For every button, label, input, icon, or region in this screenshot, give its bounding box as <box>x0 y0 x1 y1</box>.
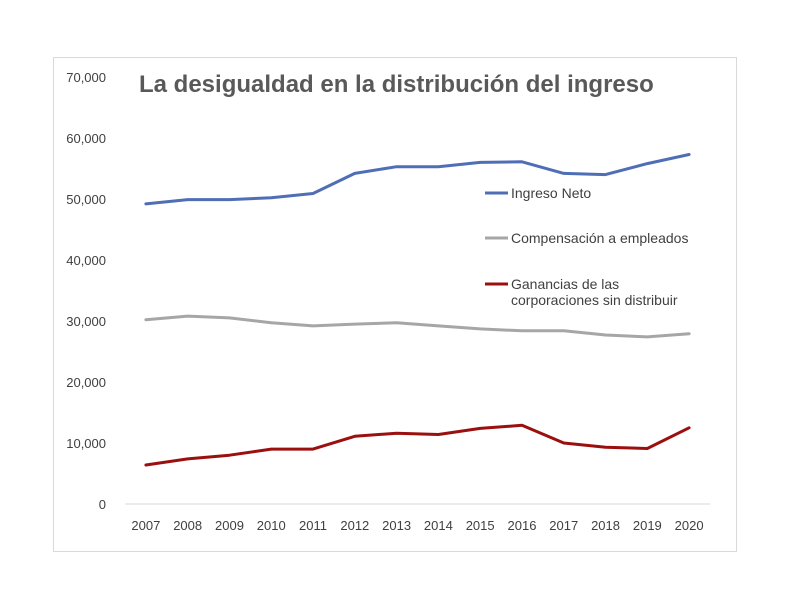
x-tick-label: 2020 <box>675 518 704 533</box>
y-axis-labels: 0 10,000 20,000 30,000 40,000 50,000 60,000 70,… <box>66 70 106 512</box>
y-tick-label: 40,000 <box>66 253 106 268</box>
series-line-1 <box>144 314 691 339</box>
x-tick-label: 2007 <box>131 518 160 533</box>
series-line-2 <box>144 423 691 467</box>
x-tick-label: 2013 <box>382 518 411 533</box>
y-tick-label: 60,000 <box>66 131 106 146</box>
legend-label: corporaciones sin distribuir <box>511 292 678 308</box>
legend-label: Ingreso Neto <box>511 185 591 201</box>
x-tick-label: 2011 <box>299 518 327 533</box>
x-tick-label: 2017 <box>549 518 578 533</box>
x-tick-label: 2014 <box>424 518 453 533</box>
x-tick-label: 2019 <box>633 518 662 533</box>
y-tick-label: 0 <box>99 497 106 512</box>
x-tick-label: 2009 <box>215 518 244 533</box>
series-line-0 <box>144 153 691 206</box>
y-tick-label: 10,000 <box>66 436 106 451</box>
x-tick-label: 2015 <box>466 518 495 533</box>
x-tick-label: 2012 <box>340 518 369 533</box>
legend: Ingreso Neto Compensación a empleados Gana… <box>485 185 688 308</box>
chart-frame <box>53 57 737 552</box>
x-axis-labels: 2007 2008 2009 2010 2011 2012 2013 2014 2015 2016… <box>131 518 703 533</box>
y-tick-label: 30,000 <box>66 314 106 329</box>
x-tick-label: 2016 <box>508 518 537 533</box>
x-tick-label: 2010 <box>257 518 286 533</box>
chart-title: La desigualdad en la distribución del in… <box>139 71 654 98</box>
y-tick-label: 20,000 <box>66 375 106 390</box>
x-tick-label: 2018 <box>591 518 620 533</box>
legend-label: Compensación a empleados <box>511 230 688 246</box>
legend-label: Ganancias de las <box>511 276 619 292</box>
y-tick-label: 70,000 <box>66 70 106 85</box>
series-lines <box>144 153 691 467</box>
x-tick-label: 2008 <box>173 518 202 533</box>
y-tick-label: 50,000 <box>66 192 106 207</box>
